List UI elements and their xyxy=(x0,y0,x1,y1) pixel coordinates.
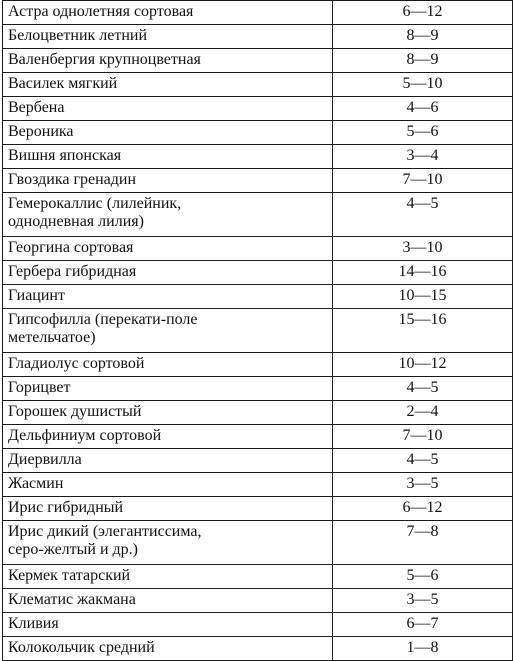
table-row: Жасмин 3—5 xyxy=(2,472,513,497)
table-row: Кермек татарский 5—6 xyxy=(2,564,513,589)
days-cell: 3—5 xyxy=(332,472,513,497)
days-cell: 3—4 xyxy=(332,144,513,169)
table-row: Клематис жакмана 3—5 xyxy=(2,588,513,613)
plant-name-cell: Гвоздика гренадин xyxy=(2,168,333,193)
plant-name-cell: Белоцветник летний xyxy=(2,24,333,49)
days-cell: 2—4 xyxy=(332,400,513,425)
plant-name-cell: Валенбергия крупноцветная xyxy=(2,48,333,73)
table-row: Белоцветник летний 8—9 xyxy=(2,24,513,49)
plant-name-cell: Кливия xyxy=(2,612,333,637)
days-cell: 4—6 xyxy=(332,96,513,121)
table-row: Колокольчик средний 1—8 xyxy=(2,636,513,661)
days-cell: 5—10 xyxy=(332,72,513,97)
days-cell: 10—12 xyxy=(332,352,513,377)
plant-name-cell: Колокольчик средний xyxy=(2,636,333,661)
days-cell: 5—6 xyxy=(332,120,513,145)
days-cell: 10—15 xyxy=(332,284,513,309)
plant-name-cell: Гиацинт xyxy=(2,284,333,309)
plant-name-cell: Вероника xyxy=(2,120,333,145)
table-row: Вишня японская 3—4 xyxy=(2,144,513,169)
table-row: Вербена 4—6 xyxy=(2,96,513,121)
table-row: Горошек душистый 2—4 xyxy=(2,400,513,425)
days-cell: 3—5 xyxy=(332,588,513,613)
plant-name-cell: Василек мягкий xyxy=(2,72,333,97)
table-row: Георгина сортовая 3—10 xyxy=(2,236,513,261)
plant-name-cell: Горошек душистый xyxy=(2,400,333,425)
plant-name-cell: Клематис жакмана xyxy=(2,588,333,613)
days-cell: 4—5 xyxy=(332,448,513,473)
days-cell: 6—12 xyxy=(332,0,513,25)
table-row: Валенбергия крупноцветная 8—9 xyxy=(2,48,513,73)
plant-name-cell: Гемерокаллис (лилейник, однодневная лили… xyxy=(2,192,333,237)
plant-name-cell: Диервилла xyxy=(2,448,333,473)
plant-name-cell: Горицвет xyxy=(2,376,333,401)
days-cell: 8—9 xyxy=(332,48,513,73)
days-cell: 15—16 xyxy=(332,308,513,353)
table-row: Гипсофилла (перекати-поле метельчатое) 1… xyxy=(2,308,513,353)
plant-name-cell: Ирис гибридный xyxy=(2,496,333,521)
plant-name-cell: Гербера гибридная xyxy=(2,260,333,285)
table-row: Василек мягкий 5—10 xyxy=(2,72,513,97)
plant-name-cell: Жасмин xyxy=(2,472,333,497)
plant-name-cell: Вербена xyxy=(2,96,333,121)
plant-name-cell: Георгина сортовая xyxy=(2,236,333,261)
days-cell: 1—8 xyxy=(332,636,513,661)
days-cell: 6—12 xyxy=(332,496,513,521)
table-row: Гладиолус сортовой 10—12 xyxy=(2,352,513,377)
table-row: Гиацинт 10—15 xyxy=(2,284,513,309)
table-row: Гвоздика гренадин 7—10 xyxy=(2,168,513,193)
days-cell: 3—10 xyxy=(332,236,513,261)
table-row: Астра однолетняя сортовая 6—12 xyxy=(2,0,513,25)
table-row: Дельфиниум сортовой 7—10 xyxy=(2,424,513,449)
table-row: Диервилла 4—5 xyxy=(2,448,513,473)
table-row: Кливия 6—7 xyxy=(2,612,513,637)
days-cell: 7—10 xyxy=(332,424,513,449)
plant-name-cell: Астра однолетняя сортовая xyxy=(2,0,333,25)
plant-name-cell: Дельфиниум сортовой xyxy=(2,424,333,449)
plant-name-cell: Кермек татарский xyxy=(2,564,333,589)
table-row: Ирис дикий (элегантиссима, серо-желтый и… xyxy=(2,520,513,565)
table-row: Горицвет 4—5 xyxy=(2,376,513,401)
days-cell: 5—6 xyxy=(332,564,513,589)
days-cell: 14—16 xyxy=(332,260,513,285)
table-row: Гемерокаллис (лилейник, однодневная лили… xyxy=(2,192,513,237)
table-row: Ирис гибридный 6—12 xyxy=(2,496,513,521)
plant-name-cell: Гладиолус сортовой xyxy=(2,352,333,377)
plant-name-cell: Вишня японская xyxy=(2,144,333,169)
plant-name-cell: Гипсофилла (перекати-поле метельчатое) xyxy=(2,308,333,353)
days-cell: 8—9 xyxy=(332,24,513,49)
days-cell: 7—8 xyxy=(332,520,513,565)
days-cell: 4—5 xyxy=(332,376,513,401)
days-cell: 4—5 xyxy=(332,192,513,237)
table-row: Гербера гибридная 14—16 xyxy=(2,260,513,285)
days-cell: 7—10 xyxy=(332,168,513,193)
table-row: Вероника 5—6 xyxy=(2,120,513,145)
days-cell: 6—7 xyxy=(332,612,513,637)
plant-name-cell: Ирис дикий (элегантиссима, серо-желтый и… xyxy=(2,520,333,565)
